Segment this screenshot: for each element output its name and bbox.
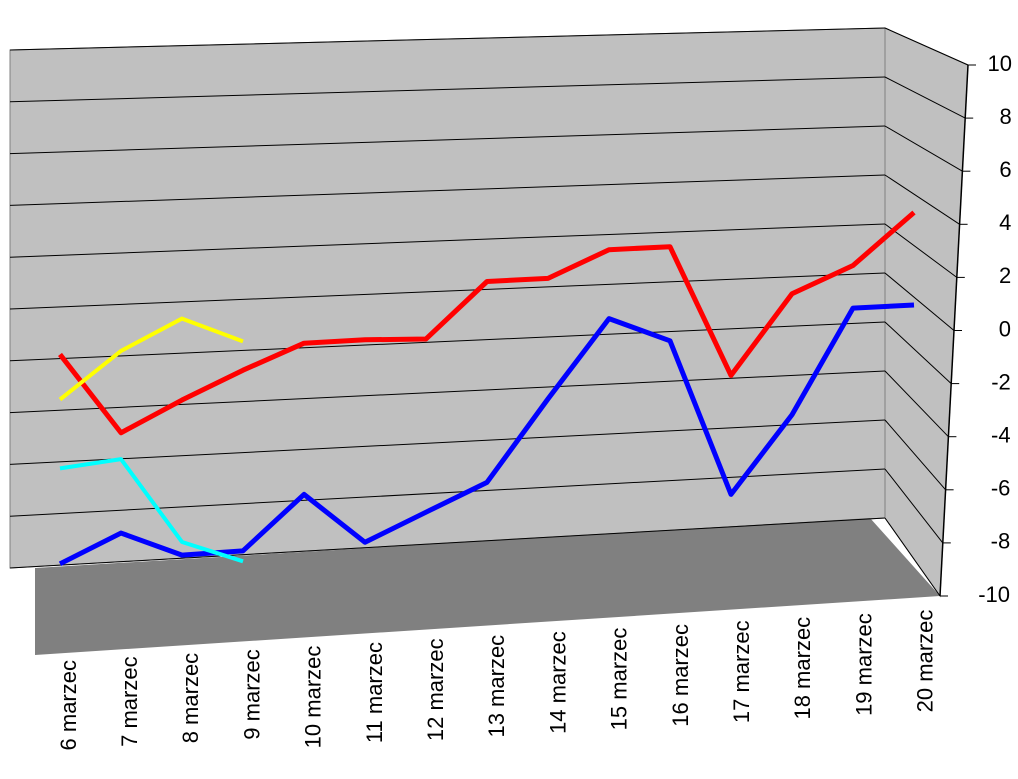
grid-line — [9, 223, 886, 258]
grid-line — [9, 517, 886, 569]
x-tick-label: 17 marzec — [729, 620, 754, 723]
grid-line — [9, 370, 886, 414]
y-tick-label: -6 — [991, 476, 1011, 501]
y-tick-label: 6 — [999, 157, 1011, 182]
grid-line — [9, 76, 886, 103]
x-tick-label: 20 marzec — [913, 610, 938, 713]
series-line — [59, 457, 244, 564]
x-tick-label: 12 marzec — [423, 638, 448, 741]
grid-line — [9, 174, 886, 206]
grid-line — [884, 174, 960, 225]
grid-line — [884, 419, 946, 491]
x-tick-label: 18 marzec — [790, 617, 815, 720]
grid-line — [884, 468, 944, 544]
series-line — [58, 210, 916, 436]
y-tick-label: 10 — [988, 51, 1012, 76]
series-line — [58, 316, 244, 402]
y-tick-label: -8 — [991, 529, 1011, 554]
x-tick-label: 16 marzec — [668, 624, 693, 727]
grid-line — [9, 272, 886, 310]
grid-line — [9, 321, 886, 362]
grid-line — [884, 272, 955, 331]
x-tick-label: 10 marzec — [301, 646, 326, 749]
grid-line — [884, 125, 963, 172]
grid-line — [884, 517, 941, 597]
y-tick-label: -2 — [991, 369, 1011, 394]
grid-line — [884, 27, 969, 66]
y-tick-label: -4 — [991, 423, 1011, 448]
x-tick-label: 13 marzec — [484, 635, 509, 738]
y-tick-label: -10 — [978, 582, 1010, 607]
x-tick-label: 15 marzec — [607, 628, 632, 731]
x-tick-label: 19 marzec — [851, 613, 876, 716]
grid-line — [884, 321, 952, 384]
grid-line — [9, 125, 886, 155]
x-tick-label: 11 marzec — [362, 642, 387, 743]
x-tick-label: 8 marzec — [178, 653, 203, 743]
grid-line — [9, 419, 886, 465]
grid-line — [884, 223, 958, 278]
x-tick-label: 7 marzec — [117, 656, 142, 746]
y-tick-label: 4 — [999, 210, 1011, 235]
y-tick-label: 0 — [999, 316, 1011, 341]
x-tick-label: 9 marzec — [239, 649, 264, 739]
grid-line — [884, 76, 966, 119]
y-tick-label: 2 — [999, 263, 1011, 288]
x-tick-label: 6 marzec — [56, 660, 81, 750]
grid-line — [9, 27, 886, 51]
floor — [35, 518, 940, 655]
x-tick-label: 14 marzec — [545, 631, 570, 734]
series-line — [58, 302, 915, 567]
y-tick-label: 8 — [1000, 104, 1012, 129]
grid-line — [884, 370, 949, 438]
